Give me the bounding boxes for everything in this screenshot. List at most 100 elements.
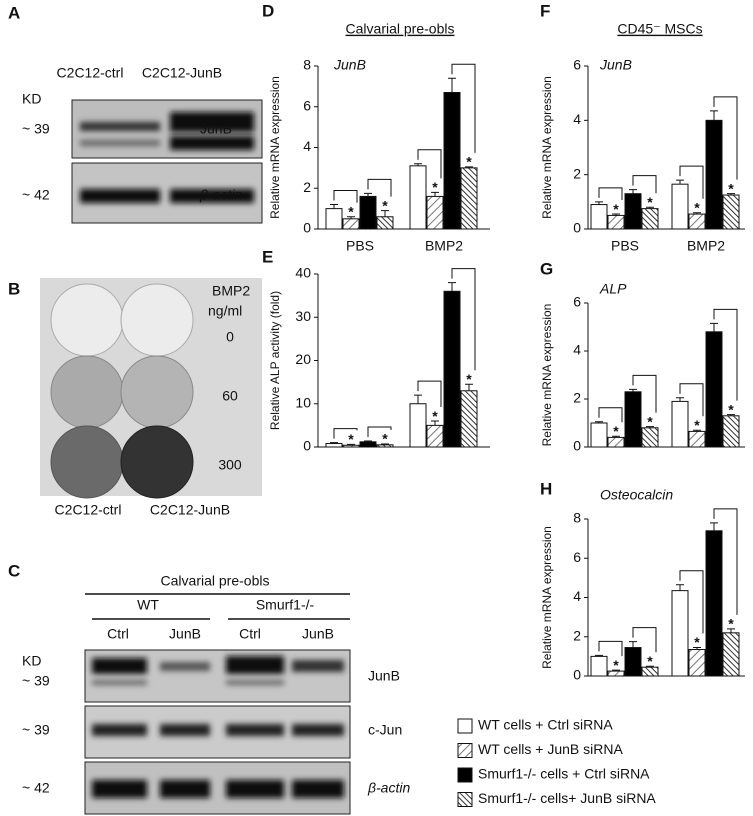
bracket xyxy=(417,149,442,179)
error-bar xyxy=(629,189,637,194)
error-bar xyxy=(612,435,620,438)
error-bar xyxy=(727,193,735,196)
panel-a: A C2C12-ctrl C2C12-JunB KD ~ 39 ~ 42 Jun… xyxy=(8,3,263,224)
lane-label: C2C12-ctrl xyxy=(57,65,124,81)
significance: * xyxy=(694,634,700,650)
bands xyxy=(92,656,344,798)
error-bar xyxy=(465,383,473,391)
error-bar xyxy=(710,322,718,332)
chart-title: Calvarial pre-obls xyxy=(346,21,455,37)
significance: * xyxy=(728,616,734,632)
error-bar xyxy=(676,179,684,185)
lane-label: Ctrl xyxy=(107,626,129,642)
significance: * xyxy=(432,179,438,195)
error-bar xyxy=(364,440,372,442)
mw-marker: ~ 42 xyxy=(22,187,50,203)
error-bar xyxy=(710,522,718,531)
gene-label: JunB xyxy=(599,57,632,73)
y-axis-title: Relative mRNA expression xyxy=(540,304,554,447)
y-axis-title: Relative ALP activity (fold) xyxy=(268,291,282,430)
band-label: JunB xyxy=(368,668,400,684)
bar xyxy=(590,422,608,448)
bar xyxy=(590,204,608,230)
error-bar xyxy=(431,191,439,197)
y-axis-title: Relative mRNA expression xyxy=(540,526,554,669)
legend-swatch xyxy=(457,718,473,734)
gene-label: ALP xyxy=(599,281,627,297)
error-bar xyxy=(629,641,637,648)
legend-label: Smurf1-/- cells+ JunB siRNA xyxy=(478,790,656,806)
mw-marker: ~ 39 xyxy=(22,121,50,137)
error-bar xyxy=(448,282,456,292)
error-bar xyxy=(693,647,701,650)
y-axis-title: Relative mRNA expression xyxy=(540,76,554,219)
kd-label: KD xyxy=(22,91,41,107)
error-bar xyxy=(676,397,684,402)
error-bar xyxy=(693,429,701,432)
panel-label: H xyxy=(540,479,552,498)
gene-label: Osteocalcin xyxy=(600,487,673,503)
significance: * xyxy=(613,657,619,673)
legend: WT cells + Ctrl siRNA WT cells + JunB siR… xyxy=(457,717,656,807)
y-tick-label: 4 xyxy=(573,588,581,604)
bar xyxy=(376,216,394,230)
x-tick-label: BMP2 xyxy=(425,238,463,254)
well xyxy=(50,283,124,357)
significance: * xyxy=(432,408,438,424)
legend-label: Smurf1-/- cells + Ctrl siRNA xyxy=(478,766,650,782)
error-bar xyxy=(330,442,338,444)
significance: * xyxy=(647,413,653,429)
significance: * xyxy=(348,203,354,219)
kd-label: KD xyxy=(22,653,41,669)
bar xyxy=(705,331,723,448)
y-tick-label: 4 xyxy=(573,111,581,127)
blot-title: Calvarial pre-obls xyxy=(161,573,270,589)
bracket xyxy=(333,190,358,203)
y-tick-label: 20 xyxy=(295,351,311,367)
error-bar xyxy=(381,443,389,445)
error-bar xyxy=(448,77,456,93)
mw-marker: ~ 42 xyxy=(22,780,50,796)
band-label: β-actin xyxy=(199,187,242,203)
error-bar xyxy=(595,421,603,423)
band-label: c-Jun xyxy=(368,722,402,738)
dose-label: 0 xyxy=(226,329,234,345)
error-bar xyxy=(676,584,684,591)
error-bar xyxy=(629,388,637,392)
bracket xyxy=(333,428,358,439)
bracket xyxy=(598,187,623,201)
significance: * xyxy=(466,154,472,170)
error-bar xyxy=(595,654,603,657)
band-label: JunB xyxy=(200,121,232,137)
dose-title: BMP2 xyxy=(212,283,250,299)
bar xyxy=(443,290,461,448)
bracket xyxy=(367,426,392,437)
bracket xyxy=(632,627,657,653)
bar xyxy=(359,441,377,448)
bar xyxy=(607,214,625,230)
bracket xyxy=(367,178,392,197)
x-tick-label: BMP2 xyxy=(687,238,725,254)
error-bar xyxy=(465,166,473,168)
error-bar xyxy=(364,192,372,197)
y-tick-label: 0 xyxy=(573,438,581,454)
panel-label: F xyxy=(540,1,550,20)
y-tick-label: 6 xyxy=(573,294,581,310)
legend-label: WT cells + JunB siRNA xyxy=(478,741,623,757)
error-bar xyxy=(612,669,620,672)
group-label: Smurf1-/- xyxy=(256,597,315,613)
charts: D Calvarial pre-obls JunB Relative mRNA exp… xyxy=(262,1,745,683)
error-bar xyxy=(330,204,338,209)
bar xyxy=(722,194,740,230)
bar xyxy=(688,649,706,677)
bar xyxy=(342,218,360,230)
blot xyxy=(84,649,351,703)
bar xyxy=(641,427,659,448)
chart-title: CD45⁻ MSCs xyxy=(617,21,702,37)
lane-label: JunB xyxy=(169,626,201,642)
panel-label: D xyxy=(262,1,274,20)
error-bar xyxy=(595,201,603,205)
bar xyxy=(705,119,723,230)
lane-label: C2C12-ctrl xyxy=(55,502,122,518)
bar xyxy=(590,655,608,677)
